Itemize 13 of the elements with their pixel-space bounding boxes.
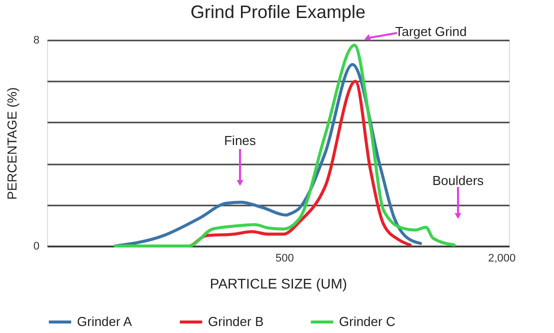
x-tick-label: 2,000 [488, 252, 516, 264]
y-axis-title: PERCENTAGE (%) [4, 87, 20, 200]
y-tick-label: 0 [33, 240, 40, 252]
annotation: Boulders [432, 173, 484, 188]
x-axis-title: PARTICLE SIZE (UM) [210, 276, 348, 292]
legend-label: Grinder A [77, 314, 132, 329]
legend-label: Grinder C [339, 314, 396, 329]
text: Target Grind [395, 24, 467, 39]
chart-title: Grind Profile Example [190, 2, 366, 22]
x-tick-label: 500 [276, 252, 294, 264]
y-tick-label: 8 [33, 34, 40, 46]
legend-label: Grinder B [208, 314, 264, 329]
annotation: Fines [224, 133, 256, 148]
